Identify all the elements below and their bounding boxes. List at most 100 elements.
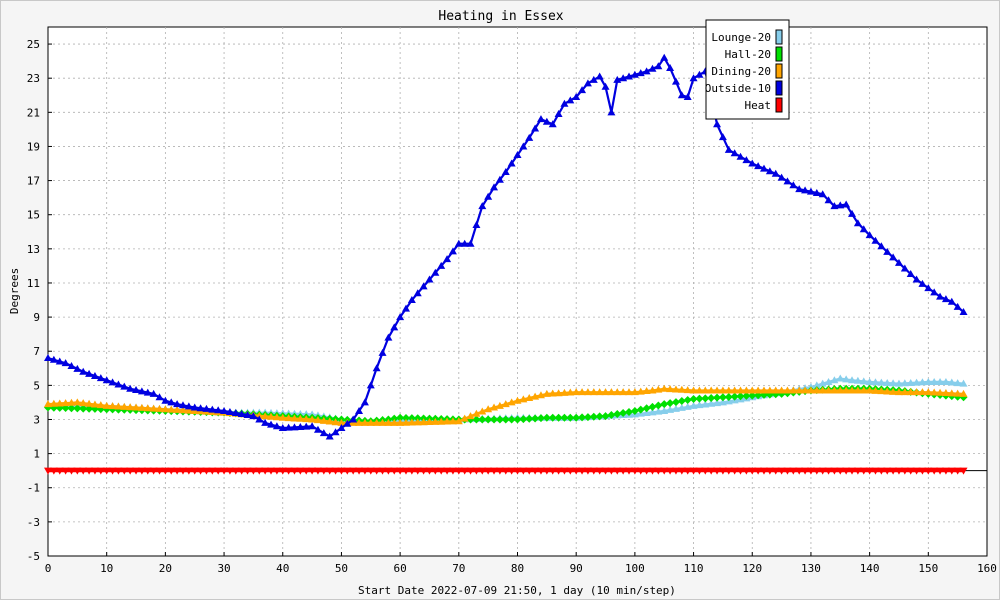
data-point: [85, 467, 94, 475]
data-point: [249, 412, 258, 420]
data-point: [924, 388, 933, 396]
data-point: [73, 467, 82, 475]
data-point: [478, 415, 487, 424]
data-point: [777, 386, 786, 394]
data-point: [454, 417, 463, 425]
data-point: [630, 388, 639, 396]
data-point: [542, 467, 551, 475]
data-point: [660, 53, 669, 61]
data-point: [413, 414, 422, 423]
data-point: [578, 86, 587, 94]
data-point: [625, 407, 634, 416]
data-point: [454, 467, 463, 475]
data-point: [372, 364, 381, 372]
data-point: [765, 386, 774, 394]
data-point: [736, 392, 745, 401]
data-point: [378, 418, 387, 426]
x-tick-label: 130: [801, 562, 821, 575]
data-point: [308, 422, 317, 430]
data-point: [636, 467, 645, 475]
data-point: [501, 467, 510, 475]
data-point: [695, 401, 704, 409]
data-point: [595, 412, 604, 421]
data-point: [208, 467, 217, 475]
data-point: [149, 467, 158, 475]
x-tick-label: 90: [570, 562, 583, 575]
data-point: [331, 467, 340, 475]
data-point: [460, 467, 469, 475]
data-point: [519, 395, 528, 403]
data-point: [894, 379, 903, 387]
data-point: [155, 393, 164, 401]
data-point: [255, 411, 264, 419]
data-point: [114, 467, 123, 475]
data-point: [366, 418, 375, 426]
legend-box: [705, 19, 790, 120]
data-point: [308, 467, 317, 475]
data-point: [630, 406, 639, 415]
x-tick-label: 50: [335, 562, 348, 575]
data-point: [126, 467, 135, 475]
data-point: [173, 467, 182, 475]
data-point: [654, 407, 663, 415]
data-point: [642, 408, 651, 416]
data-point: [865, 386, 874, 394]
data-point: [355, 418, 364, 426]
data-point: [689, 401, 698, 409]
data-point: [102, 467, 111, 475]
data-point: [583, 413, 592, 422]
y-tick-label: 3: [33, 413, 40, 426]
data-point: [525, 393, 534, 401]
data-point: [132, 467, 141, 475]
data-point: [184, 406, 193, 414]
data-point: [44, 467, 52, 475]
data-point: [202, 467, 211, 475]
data-point: [953, 302, 962, 310]
data-point: [396, 467, 405, 475]
data-point: [683, 396, 692, 405]
data-point: [149, 404, 158, 412]
data-point: [877, 467, 886, 475]
data-point: [519, 142, 528, 150]
x-tick-label: 40: [276, 562, 289, 575]
data-point: [742, 391, 751, 400]
data-point: [360, 398, 369, 406]
data-point: [742, 467, 751, 475]
data-point: [155, 404, 164, 412]
data-point: [208, 405, 217, 413]
data-point: [724, 392, 733, 401]
data-point: [619, 388, 628, 396]
data-point: [824, 196, 833, 204]
data-point: [90, 467, 99, 475]
data-point: [413, 289, 422, 297]
data-point: [296, 467, 305, 475]
data-point: [85, 369, 94, 377]
data-point: [184, 402, 193, 410]
data-point: [249, 467, 258, 475]
data-point: [120, 402, 129, 410]
data-point: [754, 467, 763, 475]
data-point: [126, 384, 135, 392]
data-point: [930, 467, 939, 475]
data-point: [824, 467, 833, 475]
data-point: [636, 405, 645, 414]
data-point: [959, 307, 968, 315]
x-tick-label: 160: [977, 562, 997, 575]
data-point: [325, 467, 334, 475]
data-point: [859, 467, 868, 475]
x-axis-label: Start Date 2022-07-09 21:50, 1 day (10 m…: [358, 584, 676, 597]
data-point: [853, 386, 862, 394]
data-point: [190, 467, 199, 475]
data-point: [425, 418, 434, 426]
data-point: [783, 386, 792, 394]
data-point: [801, 186, 810, 194]
data-point: [366, 467, 375, 475]
data-point: [495, 175, 504, 183]
data-point: [677, 385, 686, 393]
y-tick-label: 17: [27, 175, 40, 188]
data-point: [941, 389, 950, 397]
data-point: [818, 386, 827, 394]
data-point: [730, 386, 739, 394]
data-point: [671, 467, 680, 475]
